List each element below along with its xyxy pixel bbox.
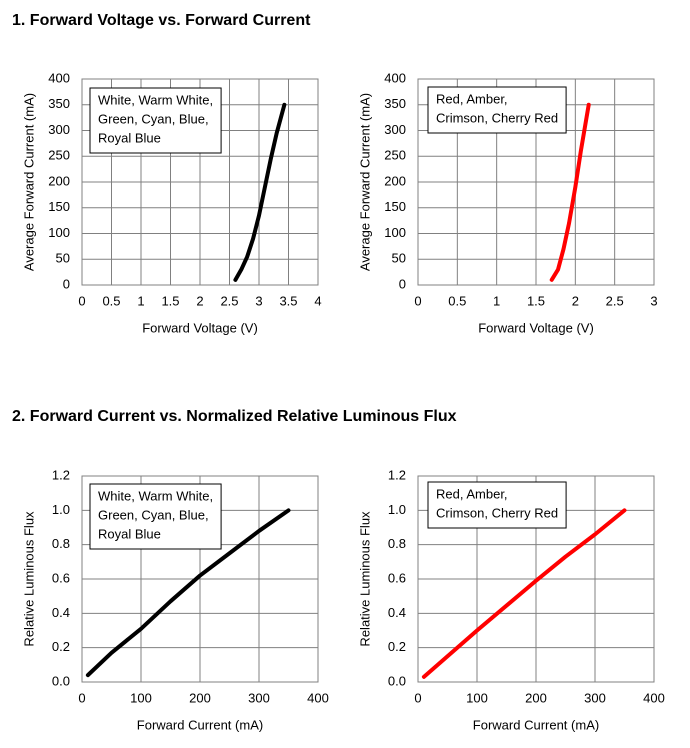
data-line <box>549 102 591 282</box>
y-tick-label: 1.2 <box>388 467 406 482</box>
x-tick-label: 400 <box>307 690 329 705</box>
x-tick-label: 3.5 <box>279 293 297 308</box>
y-tick-label: 100 <box>48 225 70 240</box>
x-tick-label: 3 <box>255 293 262 308</box>
x-tick-label: 100 <box>466 690 488 705</box>
y-axis-label: Relative Luminous Flux <box>357 511 372 647</box>
y-tick-label: 0.6 <box>388 570 406 585</box>
x-tick-label: 0 <box>414 690 421 705</box>
x-axis-label: Forward Current (mA) <box>137 717 263 732</box>
annotation-text: Crimson, Cherry Red <box>436 505 558 520</box>
y-tick-label: 0.2 <box>388 639 406 654</box>
plot-frame <box>81 475 319 683</box>
x-axis-label: Forward Voltage (V) <box>142 320 258 335</box>
annotation-box <box>427 481 567 529</box>
y-tick-label: 0.2 <box>52 639 70 654</box>
y-tick-label: 0.4 <box>388 605 406 620</box>
y-tick-label: 300 <box>384 122 406 137</box>
y-tick-label: 1.0 <box>388 502 406 517</box>
x-tick-label: 2 <box>572 293 579 308</box>
y-tick-label: 0.4 <box>52 605 70 620</box>
x-tick-label: 4 <box>314 293 321 308</box>
annotation-text: Crimson, Cherry Red <box>436 110 558 125</box>
x-tick-label: 1 <box>493 293 500 308</box>
y-tick-label: 250 <box>48 148 70 163</box>
y-tick-label: 150 <box>384 199 406 214</box>
x-axis-label: Forward Voltage (V) <box>478 320 594 335</box>
annotation-text: Royal Blue <box>98 130 161 145</box>
x-tick-label: 0.5 <box>102 293 120 308</box>
y-tick-label: 0.8 <box>388 536 406 551</box>
x-tick-label: 0 <box>78 293 85 308</box>
x-tick-label: 200 <box>189 690 211 705</box>
x-tick-label: 2.5 <box>220 293 238 308</box>
x-tick-label: 100 <box>130 690 152 705</box>
y-tick-label: 200 <box>48 173 70 188</box>
y-axis-label: Average Forward Current (mA) <box>21 93 36 271</box>
y-tick-label: 150 <box>48 199 70 214</box>
y-tick-label: 300 <box>48 122 70 137</box>
x-tick-label: 1 <box>137 293 144 308</box>
data-line <box>233 102 287 282</box>
y-tick-label: 0.0 <box>388 673 406 688</box>
x-tick-label: 2.5 <box>606 293 624 308</box>
section-heading: 2. Forward Current vs. Normalized Relati… <box>12 408 457 425</box>
x-tick-label: 3 <box>650 293 657 308</box>
y-tick-label: 50 <box>392 251 406 266</box>
y-tick-label: 0 <box>63 276 70 291</box>
annotation-text: White, Warm White, <box>98 92 213 107</box>
y-tick-label: 1.0 <box>52 502 70 517</box>
annotation-text: Red, Amber, <box>436 91 508 106</box>
annotation-box <box>427 86 567 134</box>
x-tick-label: 2 <box>196 293 203 308</box>
y-tick-label: 0.6 <box>52 570 70 585</box>
x-axis-label: Forward Current (mA) <box>473 717 599 732</box>
annotation-text: Red, Amber, <box>436 486 508 501</box>
x-tick-label: 1.5 <box>527 293 545 308</box>
y-tick-label: 350 <box>48 96 70 111</box>
x-tick-label: 200 <box>525 690 547 705</box>
annotation-box <box>89 87 222 154</box>
x-tick-label: 0 <box>78 690 85 705</box>
x-tick-label: 1.5 <box>161 293 179 308</box>
plot-frame <box>81 78 319 286</box>
y-tick-label: 400 <box>48 70 70 85</box>
y-axis-label: Average Forward Current (mA) <box>357 93 372 271</box>
annotation-text: Green, Cyan, Blue, <box>98 111 209 126</box>
annotation-box <box>89 483 222 550</box>
section-heading: 1. Forward Voltage vs. Forward Current <box>12 12 311 29</box>
annotation-text: White, Warm White, <box>98 488 213 503</box>
annotation-text: Royal Blue <box>98 526 161 541</box>
x-tick-label: 0 <box>414 293 421 308</box>
x-tick-label: 400 <box>643 690 665 705</box>
y-tick-label: 400 <box>384 70 406 85</box>
plot-frame <box>417 475 655 683</box>
y-tick-label: 1.2 <box>52 467 70 482</box>
y-axis-label: Relative Luminous Flux <box>21 511 36 647</box>
y-tick-label: 350 <box>384 96 406 111</box>
plot-frame <box>417 78 655 286</box>
annotation-text: Green, Cyan, Blue, <box>98 507 209 522</box>
data-line <box>85 508 291 678</box>
y-tick-label: 0.8 <box>52 536 70 551</box>
x-tick-label: 300 <box>584 690 606 705</box>
data-line <box>421 508 627 679</box>
y-tick-label: 100 <box>384 225 406 240</box>
y-tick-label: 0 <box>399 276 406 291</box>
y-tick-label: 200 <box>384 173 406 188</box>
x-tick-label: 300 <box>248 690 270 705</box>
x-tick-label: 0.5 <box>448 293 466 308</box>
y-tick-label: 250 <box>384 148 406 163</box>
y-tick-label: 50 <box>56 251 70 266</box>
y-tick-label: 0.0 <box>52 673 70 688</box>
